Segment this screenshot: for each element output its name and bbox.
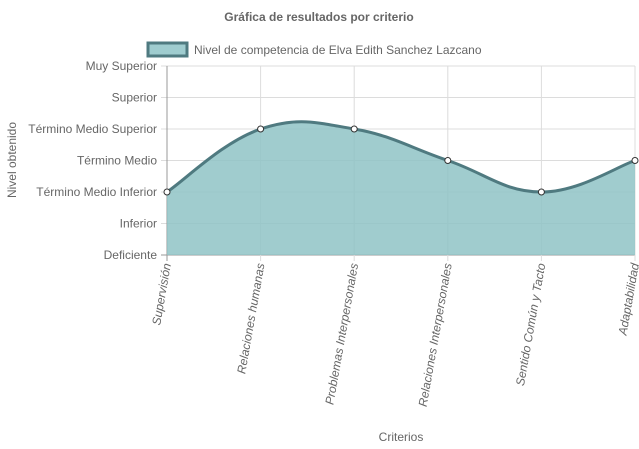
y-tick-label: Inferior	[120, 217, 157, 231]
y-tick-label: Superior	[112, 91, 157, 105]
y-tick-label: Muy Superior	[86, 59, 157, 73]
y-tick-label: Término Medio Inferior	[36, 185, 157, 199]
x-tick-label: Supervisión	[149, 262, 174, 327]
chart-title: Gráfica de resultados por criterio	[224, 10, 413, 24]
y-tick-label: Deficiente	[104, 248, 158, 262]
y-axis-ticks: Deficiente Inferior Término Medio Inferior…	[28, 59, 157, 262]
x-tick-label: Relaciones Interpersonales	[416, 262, 455, 408]
x-tick-label: Problemas Interpersonales	[322, 262, 361, 406]
series-line	[166, 120, 636, 194]
area-fill	[167, 121, 635, 255]
x-axis-ticks: Supervisión Relaciones humanas Problemas I…	[149, 262, 639, 408]
x-axis-label: Criterios	[379, 430, 424, 444]
data-point[interactable]	[257, 125, 265, 133]
series-area	[166, 120, 636, 255]
y-tick-label: Término Medio	[77, 154, 157, 168]
data-point[interactable]	[444, 157, 452, 164]
legend-label: Nivel de competencia de Elva Edith Sanch…	[194, 43, 482, 57]
data-point[interactable]	[631, 157, 639, 164]
data-point[interactable]	[350, 125, 358, 133]
x-tick-label: Relaciones humanas	[234, 262, 267, 375]
y-tick-label: Término Medio Superior	[28, 122, 157, 136]
x-tick-label: Sentido Común y Tacto	[513, 262, 548, 387]
y-axis-label: Nivel obtenido	[5, 122, 19, 198]
legend[interactable]: Nivel de competencia de Elva Edith Sanch…	[146, 41, 482, 58]
data-points	[163, 125, 639, 196]
x-tick-label: Adaptabilidad	[615, 262, 639, 337]
data-point[interactable]	[537, 188, 545, 196]
data-point[interactable]	[163, 188, 171, 196]
legend-swatch	[146, 41, 189, 58]
